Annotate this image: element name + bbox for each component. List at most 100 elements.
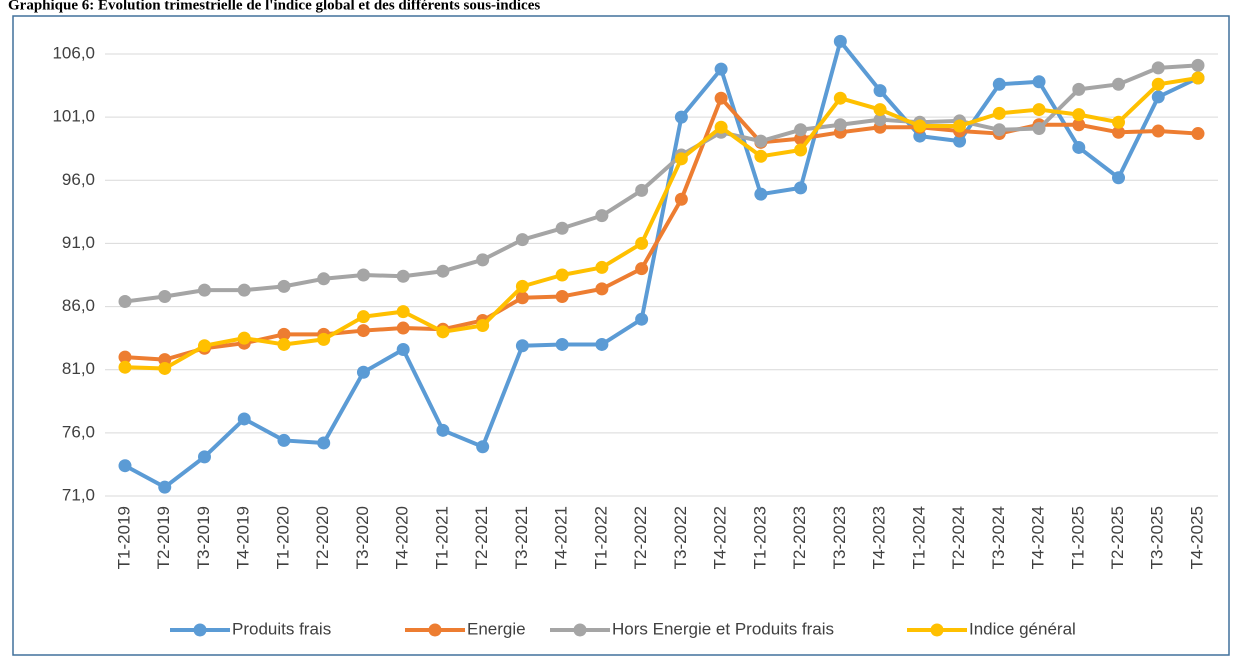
- point: [476, 253, 490, 267]
- x-tick-label: T3-2024: [989, 506, 1008, 569]
- point: [873, 84, 887, 98]
- point: [1191, 58, 1205, 72]
- x-tick-label: T1-2020: [273, 506, 292, 569]
- point: [317, 332, 331, 346]
- point: [754, 134, 768, 148]
- point: [158, 480, 172, 494]
- point: [595, 260, 609, 274]
- x-tick-label: T3-2023: [830, 506, 849, 569]
- series-line: [124, 39, 1199, 490]
- point: [555, 268, 569, 282]
- point: [794, 123, 808, 137]
- y-tick-label: 71,0: [62, 485, 95, 504]
- point: [635, 236, 649, 250]
- x-tick-label: T3-2019: [194, 506, 213, 569]
- point: [277, 279, 291, 293]
- point: [1151, 77, 1165, 91]
- point: [476, 440, 490, 454]
- point: [555, 289, 569, 303]
- point: [515, 233, 529, 247]
- point: [515, 279, 529, 293]
- point: [356, 268, 370, 282]
- point: [1112, 77, 1126, 91]
- point: [1072, 82, 1086, 96]
- x-tick-label: T4-2025: [1187, 506, 1206, 569]
- point: [674, 110, 688, 124]
- point: [794, 181, 808, 195]
- legend-label: Energie: [467, 619, 526, 638]
- point: [436, 264, 450, 278]
- point: [595, 209, 609, 223]
- point: [118, 350, 132, 364]
- point: [1191, 71, 1205, 85]
- y-tick-label: 86,0: [62, 296, 95, 315]
- x-tick-label: T4-2022: [711, 506, 730, 569]
- series-line: [124, 76, 1199, 371]
- point: [118, 295, 132, 309]
- x-tick-label: T2-2020: [313, 506, 332, 569]
- point: [237, 331, 251, 345]
- point: [595, 337, 609, 351]
- x-tick-label: T1-2023: [750, 506, 769, 569]
- point: [635, 262, 649, 276]
- point: [436, 325, 450, 339]
- y-tick-label: 91,0: [62, 233, 95, 252]
- chart-title: Graphique 6: Evolution trimestrielle de …: [8, 0, 540, 13]
- x-tick-label: T1-2022: [591, 506, 610, 569]
- point: [674, 192, 688, 206]
- point: [158, 289, 172, 303]
- series-line: [124, 96, 1199, 362]
- point: [873, 113, 887, 127]
- point: [317, 436, 331, 450]
- x-tick-label: T3-2021: [512, 506, 531, 569]
- point: [237, 283, 251, 297]
- point: [277, 337, 291, 351]
- point: [118, 459, 132, 473]
- point: [515, 339, 529, 353]
- point: [833, 91, 847, 105]
- point: [356, 324, 370, 338]
- point: [1032, 103, 1046, 117]
- point: [237, 412, 251, 426]
- chart-frame: [12, 15, 1230, 656]
- y-tick-label: 101,0: [52, 107, 95, 126]
- point: [118, 360, 132, 374]
- x-tick-label: T2-2023: [790, 506, 809, 569]
- legend-marker: [573, 623, 587, 637]
- point: [396, 269, 410, 283]
- point: [1032, 122, 1046, 136]
- point: [794, 143, 808, 157]
- point: [595, 282, 609, 296]
- point: [1112, 115, 1126, 129]
- x-tick-label: T4-2020: [393, 506, 412, 569]
- legend-marker: [193, 623, 207, 637]
- point: [277, 327, 291, 341]
- x-tick-label: T4-2019: [234, 506, 253, 569]
- x-tick-label: T3-2025: [1148, 506, 1167, 569]
- point: [913, 119, 927, 133]
- legend-marker: [428, 623, 442, 637]
- x-tick-label: T2-2024: [949, 506, 968, 569]
- point: [754, 187, 768, 201]
- point: [396, 305, 410, 319]
- x-tick-label: T3-2022: [671, 506, 690, 569]
- point: [714, 120, 728, 134]
- point: [1151, 124, 1165, 138]
- x-tick-label: T4-2021: [552, 506, 571, 569]
- x-tick-label: T1-2019: [114, 506, 133, 569]
- y-tick-label: 106,0: [52, 43, 95, 62]
- point: [1072, 140, 1086, 154]
- point: [197, 450, 211, 464]
- point: [396, 343, 410, 357]
- point: [714, 62, 728, 76]
- point: [873, 103, 887, 117]
- point: [953, 134, 967, 148]
- point: [396, 321, 410, 335]
- point: [992, 123, 1006, 137]
- point: [1151, 61, 1165, 75]
- x-tick-label: T4-2023: [870, 506, 889, 569]
- point: [1112, 171, 1126, 185]
- x-tick-label: T2-2021: [472, 506, 491, 569]
- point: [754, 149, 768, 163]
